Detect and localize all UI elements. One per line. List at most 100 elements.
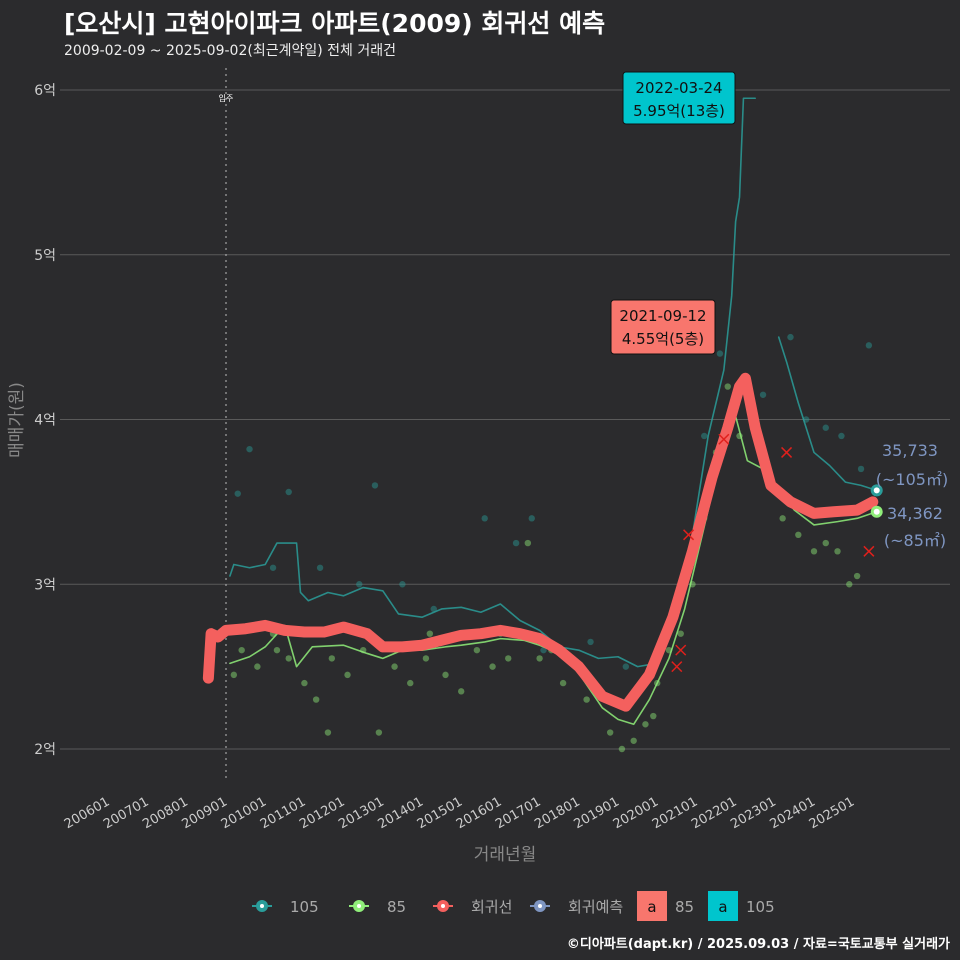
legend-box-label: 85 <box>675 898 694 916</box>
scatter-point-85 <box>677 630 684 637</box>
scatter-point-105 <box>759 391 767 398</box>
legend-marker-center <box>357 904 361 908</box>
scatter-point-85 <box>505 655 512 662</box>
scatter-point-85 <box>559 679 567 687</box>
end-area-label: (~105㎡) <box>876 470 948 489</box>
scatter-point-105 <box>587 638 594 646</box>
chart-title: [오산시] 고현아이파크 아파트(2009) 회귀선 예측 <box>64 9 606 38</box>
scatter-point-105 <box>865 342 873 349</box>
legend-label: 105 <box>290 898 319 916</box>
scatter-point-85 <box>375 729 383 736</box>
scatter-point-105 <box>622 663 630 670</box>
series-line-105b <box>777 336 878 492</box>
y-tick-label: 3억 <box>34 577 56 593</box>
scatter-point-85 <box>489 663 496 670</box>
y-tick-label: 5억 <box>34 248 56 264</box>
end-area-label: (~85㎡) <box>884 531 946 550</box>
y-tick-label: 4억 <box>34 413 56 429</box>
cancelled-marker <box>675 644 687 656</box>
scatter-point-105 <box>528 515 535 522</box>
annotation-price: 4.55억(5층) <box>622 330 704 348</box>
cancelled-marker <box>683 529 695 541</box>
scatter-point-85 <box>724 383 731 390</box>
move-in-label: 입주 <box>219 94 234 103</box>
series-line-105 <box>229 97 757 668</box>
scatter-point-85 <box>779 515 786 522</box>
x-tick-label: 202501 <box>807 794 857 832</box>
series-line-regression <box>202 372 879 712</box>
legend-box-glyph: a <box>647 898 656 916</box>
scatter-point-85 <box>442 671 449 679</box>
scatter-point-85 <box>853 572 861 580</box>
scatter-point-85 <box>606 729 614 736</box>
scatter-point-85 <box>583 696 590 703</box>
legend-label-box <box>637 891 667 921</box>
cancelled-marker <box>671 661 683 673</box>
scatter-point-85 <box>630 737 637 744</box>
legend-label: 회귀선 <box>471 898 512 916</box>
series-line-85 <box>229 415 878 726</box>
x-axis-label: 거래년월 <box>474 845 537 865</box>
scatter-point-105 <box>285 488 292 496</box>
scatter-point-105 <box>234 490 241 497</box>
scatter-point-105 <box>269 564 277 571</box>
scatter-point-85 <box>238 646 245 654</box>
annotation-price: 5.95억(13층) <box>633 102 725 120</box>
scatter-point-85 <box>422 655 430 662</box>
scatter-point-85 <box>846 581 853 588</box>
scatter-point-105 <box>356 581 363 588</box>
scatter-point-85 <box>328 655 336 662</box>
source-footer: ©디아파트(dapt.kr) / 2025.09.03 / 자료=국토교통부 실… <box>566 937 950 952</box>
annotation-date: 2021-09-12 <box>619 307 706 325</box>
scatter-point-105 <box>399 581 406 588</box>
scatter-point-85 <box>273 646 281 654</box>
scatter-point-85 <box>458 688 465 695</box>
scatter-point-105 <box>787 333 794 341</box>
end-point-center <box>873 508 880 515</box>
legend-marker-center <box>538 904 542 908</box>
end-value-label: 35,733 <box>882 441 938 460</box>
legend-label: 85 <box>387 898 406 916</box>
scatter-point-85 <box>344 671 351 679</box>
scatter-point-105 <box>246 445 253 453</box>
scatter-point-85 <box>642 721 649 728</box>
scatter-point-105 <box>371 482 379 489</box>
legend-marker-center <box>441 904 445 908</box>
scatter-point-105 <box>540 646 547 654</box>
y-tick-label: 6억 <box>34 83 56 99</box>
scatter-point-105 <box>822 424 829 431</box>
scatter-point-85 <box>618 745 626 753</box>
scatter-point-85 <box>473 646 481 654</box>
cancelled-marker <box>863 545 875 557</box>
scatter-point-85 <box>834 548 841 555</box>
scatter-point-85 <box>254 663 261 670</box>
scatter-point-85 <box>391 663 398 670</box>
legend-label: 회귀예측 <box>568 898 623 916</box>
scatter-point-85 <box>810 548 818 555</box>
scatter-point-105 <box>701 432 708 440</box>
annotation-box <box>622 71 736 125</box>
scatter-point-105 <box>481 515 488 522</box>
scatter-point-105 <box>430 605 437 613</box>
scatter-point-85 <box>407 679 414 687</box>
scatter-point-85 <box>426 630 434 637</box>
y-axis-label: 매매가(원) <box>7 382 27 458</box>
annotation-date: 2022-03-24 <box>635 79 722 97</box>
end-point-center <box>873 487 880 494</box>
y-tick-label: 2억 <box>34 742 56 758</box>
cancelled-marker <box>781 446 793 458</box>
scatter-point-85 <box>536 655 543 662</box>
annotation-box <box>610 299 716 355</box>
legend-box-label: 105 <box>746 898 775 916</box>
scatter-point-105 <box>838 432 845 440</box>
legend-box-glyph: a <box>718 898 727 916</box>
scatter-point-85 <box>324 729 332 736</box>
cancelled-marker <box>718 433 730 445</box>
legend-label-box <box>708 891 738 921</box>
scatter-point-105 <box>316 564 324 571</box>
scatter-point-85 <box>312 696 320 703</box>
scatter-point-105 <box>716 350 724 357</box>
legend-marker-center <box>260 904 264 908</box>
